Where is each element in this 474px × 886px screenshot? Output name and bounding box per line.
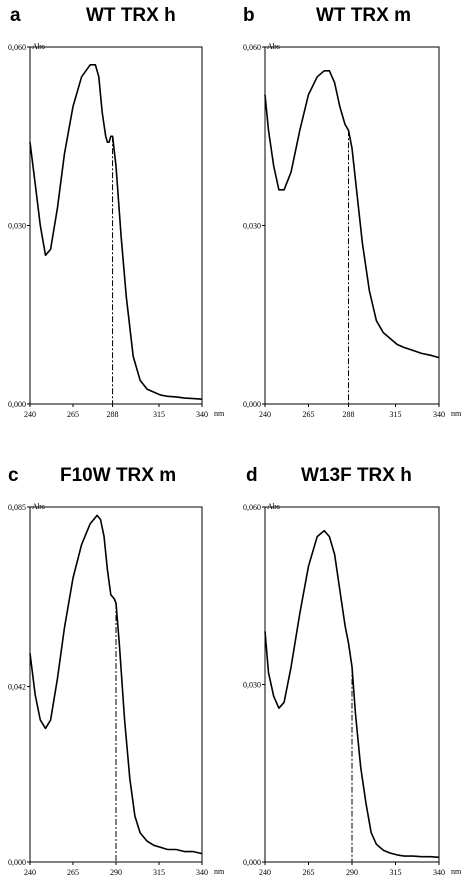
y-axis-label: Abs [267,502,280,511]
x-tick-label: 290 [346,868,358,877]
absorbance-curve [264,70,440,359]
chart-panel-b: b WT TRX m Abs 0,000 0,030 0,060 240 265 288 315 3… [243,5,462,419]
panel-letter: c [8,465,19,486]
x-tick-label: 340 [433,868,445,877]
x-tick-label: 265 [303,410,315,419]
y-tick-label: 0,060 [243,43,261,52]
x-tick-label: 288 [107,410,119,419]
chart-panel-a: a WT TRX h Abs 0,000 0,030 0,060 240 265 288 315 3… [8,5,225,419]
y-tick-label: 0,060 [8,43,26,52]
x-tick-label: 240 [259,410,271,419]
x-axis-unit: nm [451,867,462,876]
chart-panel-d: d W13F TRX h Abs 0,000 0,030 0,060 240 265 290 31… [243,465,462,877]
plot-frame [29,46,203,405]
y-tick-label: 0,060 [243,503,261,512]
absorbance-curve [29,64,203,400]
panel-letter: d [246,465,258,486]
x-tick-label: 290 [110,868,122,877]
x-tick-label: 265 [303,868,315,877]
y-tick-label: 0,000 [243,400,261,409]
x-axis-unit: nm [214,409,225,418]
panel-title: WT TRX m [316,5,411,26]
y-axis-label: Abs [32,502,45,511]
y-tick-label: 0,030 [243,222,261,231]
x-tick-label: 315 [153,868,165,877]
x-tick-label: 265 [67,410,79,419]
y-tick-label: 0,042 [8,683,26,692]
absorbance-curve [264,529,440,859]
y-tick-label: 0,085 [8,503,26,512]
panel-title: W13F TRX h [301,465,412,486]
x-tick-label: 240 [259,868,271,877]
y-tick-label: 0,000 [8,400,26,409]
chart-panel-c: c F10W TRX m Abs 0,000 0,042 0,085 240 265 290 31… [8,465,225,877]
x-tick-label: 315 [390,410,402,419]
panel-letter: a [10,5,21,26]
x-tick-label: 315 [153,410,165,419]
x-tick-label: 265 [67,868,79,877]
y-axis-label: Abs [32,42,45,51]
x-tick-label: 288 [343,410,355,419]
y-tick-label: 0,000 [8,858,26,867]
x-axis-unit: nm [451,409,462,418]
x-tick-label: 315 [390,868,402,877]
panel-title: F10W TRX m [60,465,176,486]
x-tick-label: 340 [196,868,208,877]
panel-title: WT TRX h [86,5,176,26]
panel-letter: b [243,5,255,26]
x-tick-label: 240 [24,410,36,419]
x-tick-label: 340 [433,410,445,419]
x-tick-label: 340 [196,410,208,419]
x-tick-label: 240 [24,868,36,877]
y-axis-label: Abs [267,42,280,51]
y-tick-label: 0,030 [243,681,261,690]
y-tick-label: 0,030 [8,222,26,231]
y-tick-label: 0,000 [243,858,261,867]
absorbance-curve [29,514,203,855]
x-axis-unit: nm [214,867,225,876]
